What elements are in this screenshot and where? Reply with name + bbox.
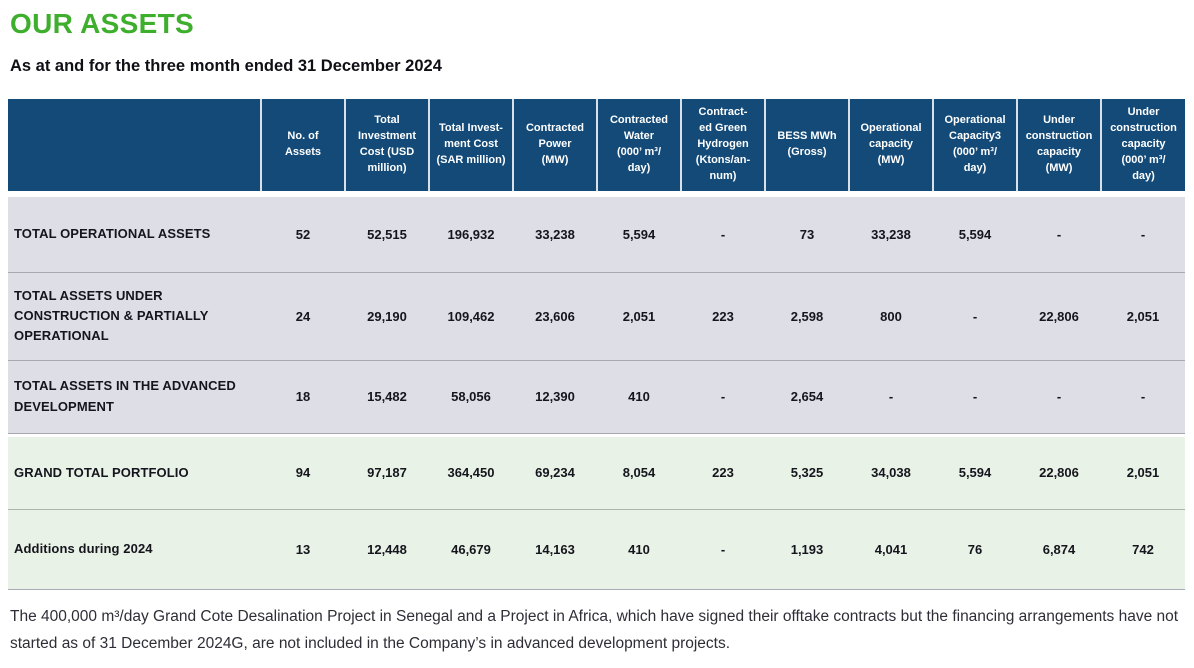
table-cell: 12,448 [345, 509, 429, 590]
table-cell: 196,932 [429, 197, 513, 273]
table-cell: 2,051 [1101, 437, 1185, 510]
table-cell: - [681, 197, 765, 273]
table-cell: 46,679 [429, 509, 513, 590]
table-cell: - [681, 509, 765, 590]
spacer-row [8, 433, 1185, 437]
header-cell-under-construction-mw: Under construction capacity (MW) [1016, 99, 1101, 191]
table-cell: 2,051 [597, 272, 681, 361]
page-subtitle: As at and for the three month ended 31 D… [10, 57, 442, 75]
table-cell: 5,594 [933, 197, 1017, 273]
row-label: TOTAL ASSETS UNDER CONSTRUCTION & PARTIA… [8, 272, 261, 361]
table-cell: - [1017, 360, 1101, 434]
header-cell-operational-capacity-water: Operational Capacity3 (000’ m³/ day) [932, 99, 1017, 191]
table-cell: 58,056 [429, 360, 513, 434]
table-cell: 109,462 [429, 272, 513, 361]
table-cell: 8,054 [597, 437, 681, 510]
header-cell-contracted-green-hydrogen: Contract- ed Green Hydrogen (Ktons/an- n… [680, 99, 765, 191]
table-cell: - [933, 360, 1017, 434]
table-cell: - [1101, 360, 1185, 434]
table-cell: - [849, 360, 933, 434]
table-header-row: No. of Assets Total Investment Cost (USD… [8, 99, 1185, 191]
header-cell-total-investment-sar: Total Invest- ment Cost (SAR million) [428, 99, 513, 191]
page-title: OUR ASSETS [10, 8, 194, 39]
table-cell: 23,606 [513, 272, 597, 361]
footnote-text: The 400,000 m³/day Grand Cote Desalinati… [10, 607, 1179, 653]
table-cell: - [681, 360, 765, 434]
table-cell: 73 [765, 197, 849, 273]
table-cell: 2,051 [1101, 272, 1185, 361]
table-row-additions-2024: Additions during 2024 13 12,448 46,679 1… [8, 509, 1185, 590]
table-cell: 34,038 [849, 437, 933, 510]
table-cell: 22,806 [1017, 272, 1101, 361]
table-cell: 223 [681, 272, 765, 361]
table-cell: 364,450 [429, 437, 513, 510]
table-cell: 2,598 [765, 272, 849, 361]
table-cell: 1,193 [765, 509, 849, 590]
header-cell-bess-mwh: BESS MWh (Gross) [764, 99, 849, 191]
table-cell: 22,806 [1017, 437, 1101, 510]
table-cell: - [1101, 197, 1185, 273]
header-cell-contracted-water: Contracted Water (000’ m³/ day) [596, 99, 681, 191]
table-cell: 33,238 [513, 197, 597, 273]
table-cell: 5,594 [597, 197, 681, 273]
row-label: GRAND TOTAL PORTFOLIO [8, 437, 261, 510]
row-label: TOTAL OPERATIONAL ASSETS [8, 197, 261, 273]
table-cell: 13 [261, 509, 345, 590]
table-cell: 5,325 [765, 437, 849, 510]
table-row-advanced-development: TOTAL ASSETS IN THE ADVANCED DEVELOPMENT… [8, 360, 1185, 434]
table-cell: 14,163 [513, 509, 597, 590]
table-cell: 24 [261, 272, 345, 361]
table-cell: 18 [261, 360, 345, 434]
table-cell: 6,874 [1017, 509, 1101, 590]
header-cell-assets [8, 99, 261, 191]
table-cell: 5,594 [933, 437, 1017, 510]
spacer-row [8, 191, 1185, 197]
assets-table: No. of Assets Total Investment Cost (USD… [8, 99, 1185, 590]
table-cell: 410 [597, 509, 681, 590]
table-cell: 4,041 [849, 509, 933, 590]
table-cell: 76 [933, 509, 1017, 590]
table-row-total-operational-assets: TOTAL OPERATIONAL ASSETS 52 52,515 196,9… [8, 197, 1185, 273]
table-row-under-construction: TOTAL ASSETS UNDER CONSTRUCTION & PARTIA… [8, 272, 1185, 361]
table-cell: 12,390 [513, 360, 597, 434]
row-label: TOTAL ASSETS IN THE ADVANCED DEVELOPMENT [8, 360, 261, 434]
table-cell: 29,190 [345, 272, 429, 361]
table-cell: 69,234 [513, 437, 597, 510]
header-cell-no-of-assets: No. of Assets [260, 99, 345, 191]
table-cell: 742 [1101, 509, 1185, 590]
table-cell: 97,187 [345, 437, 429, 510]
header-cell-contracted-power: Contracted Power (MW) [512, 99, 597, 191]
header-cell-operational-capacity-mw: Operational capacity (MW) [848, 99, 933, 191]
row-label: Additions during 2024 [8, 509, 261, 590]
table-cell: 52,515 [345, 197, 429, 273]
table-cell: 223 [681, 437, 765, 510]
table-cell: - [1017, 197, 1101, 273]
table-cell: 2,654 [765, 360, 849, 434]
table-cell: 15,482 [345, 360, 429, 434]
table-row-grand-total-portfolio: GRAND TOTAL PORTFOLIO 94 97,187 364,450 … [8, 437, 1185, 510]
table-cell: 800 [849, 272, 933, 361]
header-cell-under-construction-water: Under construction capacity (000’ m³/ da… [1100, 99, 1185, 191]
table-cell: 410 [597, 360, 681, 434]
table-cell: 52 [261, 197, 345, 273]
header-cell-total-investment-usd: Total Investment Cost (USD million) [344, 99, 429, 191]
table-cell: 94 [261, 437, 345, 510]
table-cell: - [933, 272, 1017, 361]
table-cell: 33,238 [849, 197, 933, 273]
